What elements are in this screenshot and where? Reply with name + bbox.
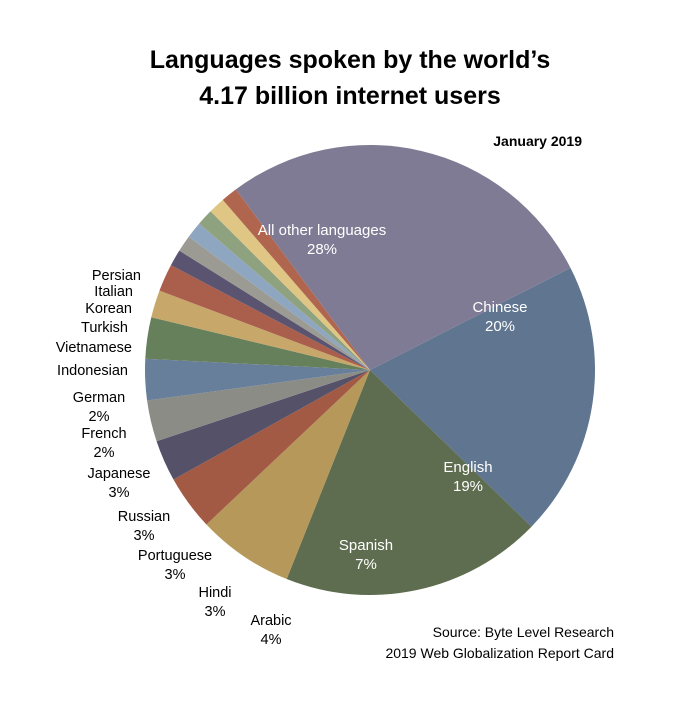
pie-slice-russian — [144, 358, 370, 401]
pie-slice-turkish — [188, 223, 370, 370]
slice-label-indonesian: Indonesian — [57, 363, 128, 379]
pie-slice-french — [151, 290, 370, 370]
pie-slice-arabic — [173, 370, 370, 525]
slice-label-spanish: Spanish — [339, 537, 393, 554]
pie-slice-portuguese — [147, 370, 370, 442]
slice-value-arabic: 4% — [261, 632, 282, 648]
source-line-2: 2019 Web Globalization Report Card — [385, 645, 614, 661]
slice-label-chinese: Chinese — [472, 299, 527, 316]
slice-value-russian: 3% — [134, 528, 155, 544]
chart-title-line-1: Languages spoken by the world’s — [149, 46, 551, 74]
slice-label-french: French — [81, 426, 126, 442]
slice-value-hindi: 3% — [205, 604, 226, 620]
slice-label-korean: Korean — [85, 301, 132, 317]
pie-slice-japanese — [145, 317, 370, 370]
slice-label-italian: Italian — [94, 284, 133, 300]
slice-label-vietnamese: Vietnamese — [56, 340, 132, 356]
chart-date: January 2019 — [493, 133, 582, 149]
slice-label-hindi: Hindi — [198, 585, 231, 601]
slice-label-persian: Persian — [92, 268, 141, 284]
slice-value-japanese: 3% — [109, 485, 130, 501]
slice-value-all-other-languages: 28% — [307, 241, 337, 258]
pie-slice-italian — [210, 199, 370, 370]
pie-slice-vietnamese — [179, 236, 370, 370]
pie-slice-spanish — [206, 370, 370, 579]
slice-value-english: 19% — [453, 478, 483, 495]
slice-label-english: English — [443, 459, 492, 476]
slice-label-turkish: Turkish — [81, 320, 128, 336]
pie-slice-english — [286, 370, 532, 595]
slice-value-portuguese: 3% — [165, 567, 186, 583]
pie-slice-german — [159, 265, 370, 370]
slice-label-arabic: Arabic — [250, 613, 291, 629]
slice-value-spanish: 7% — [355, 556, 377, 573]
slice-label-all-other-languages: All other languages — [258, 222, 386, 239]
slice-value-german: 2% — [89, 409, 110, 425]
pie-slice-chinese — [370, 267, 596, 527]
slice-label-russian: Russian — [118, 509, 170, 525]
slice-value-chinese: 20% — [485, 318, 515, 335]
slice-value-french: 2% — [94, 445, 115, 461]
slice-label-japanese: Japanese — [88, 466, 151, 482]
source-line-1: Source: Byte Level Research — [432, 624, 614, 640]
pie-slice-indonesian — [170, 250, 370, 370]
pie-slice-persian — [222, 189, 370, 370]
pie-slice-hindi — [156, 370, 370, 480]
pie-slice-korean — [199, 211, 370, 370]
slice-label-portuguese: Portuguese — [138, 548, 212, 564]
pie-slice-all-other-languages — [235, 144, 571, 370]
chart-title-line-2: 4.17 billion internet users — [199, 82, 501, 110]
slice-label-german: German — [73, 390, 125, 406]
